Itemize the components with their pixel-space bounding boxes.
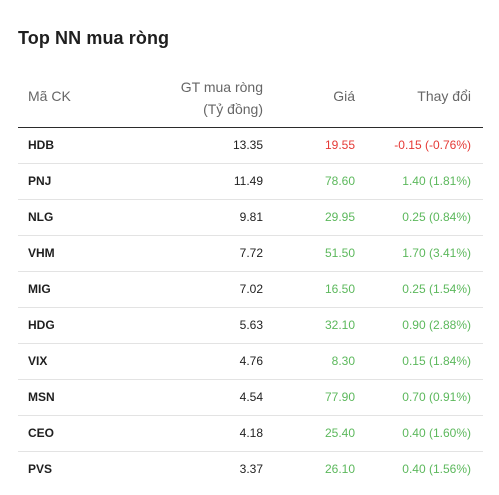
price-change: 0.25 (1.54%) — [402, 282, 471, 296]
stock-code[interactable]: NLG — [28, 210, 54, 224]
column-header-change: Thay đổi — [417, 88, 471, 104]
net-buy-value: 4.76 — [239, 354, 263, 368]
price: 77.90 — [324, 390, 355, 404]
price-change: 0.90 (2.88%) — [402, 318, 471, 332]
net-buy-value: 11.49 — [233, 174, 263, 188]
net-buy-table: Mã CK GT mua ròng (Tỷ đồng) Giá Thay đổi… — [18, 70, 483, 487]
table-row[interactable]: HDG 5.63 32.10 0.90 (2.88%) — [18, 308, 483, 344]
net-buy-value: 7.02 — [239, 282, 263, 296]
table-row[interactable]: VIX 4.76 8.30 0.15 (1.84%) — [18, 344, 483, 380]
table-header: Mã CK GT mua ròng (Tỷ đồng) Giá Thay đổi — [18, 70, 483, 128]
price-change: 0.70 (0.91%) — [402, 390, 471, 404]
table-body: HDB 13.35 19.55 -0.15 (-0.76%) PNJ 11.49… — [18, 128, 483, 487]
stock-code[interactable]: HDB — [28, 138, 54, 152]
table-row[interactable]: HDB 13.35 19.55 -0.15 (-0.76%) — [18, 128, 483, 164]
table-row[interactable]: NLG 9.81 29.95 0.25 (0.84%) — [18, 200, 483, 236]
price-change: 0.25 (0.84%) — [402, 210, 471, 224]
price: 51.50 — [324, 246, 355, 260]
table-row[interactable]: VHM 7.72 51.50 1.70 (3.41%) — [18, 236, 483, 272]
table-row[interactable]: CEO 4.18 25.40 0.40 (1.60%) — [18, 416, 483, 452]
stock-code[interactable]: MIG — [28, 282, 51, 296]
price: 16.50 — [324, 282, 355, 296]
table-row[interactable]: MSN 4.54 77.90 0.70 (0.91%) — [18, 380, 483, 416]
price: 78.60 — [324, 174, 355, 188]
stock-code[interactable]: HDG — [28, 318, 55, 332]
price: 32.10 — [324, 318, 355, 332]
stock-code[interactable]: CEO — [28, 426, 55, 440]
net-buy-value: 3.37 — [239, 462, 263, 476]
price-change: 0.40 (1.60%) — [402, 426, 471, 440]
price: 8.30 — [331, 354, 355, 368]
column-header-net-buy-value-line1: GT mua ròng — [180, 79, 263, 95]
net-buy-value: 7.72 — [239, 246, 263, 260]
price-change: -0.15 (-0.76%) — [394, 138, 471, 152]
column-header-net-buy-value-line2: (Tỷ đồng) — [203, 101, 263, 117]
stock-code[interactable]: MSN — [28, 390, 55, 404]
price: 25.40 — [324, 426, 355, 440]
price-change: 1.70 (3.41%) — [402, 246, 471, 260]
price: 29.95 — [324, 210, 355, 224]
stock-code[interactable]: VIX — [28, 354, 48, 368]
widget-title: Top NN mua ròng — [18, 28, 170, 48]
table-row[interactable]: PNJ 11.49 78.60 1.40 (1.81%) — [18, 164, 483, 200]
table-row[interactable]: MIG 7.02 16.50 0.25 (1.54%) — [18, 272, 483, 308]
net-buy-value: 5.63 — [239, 318, 263, 332]
price-change: 0.40 (1.56%) — [402, 462, 471, 476]
column-header-code: Mã CK — [28, 88, 71, 104]
net-buy-value: 4.54 — [239, 390, 263, 404]
stock-code[interactable]: PVS — [28, 462, 53, 476]
price-change: 1.40 (1.81%) — [402, 174, 471, 188]
price-change: 0.15 (1.84%) — [402, 354, 471, 368]
stock-code[interactable]: PNJ — [28, 174, 52, 188]
price: 26.10 — [324, 462, 355, 476]
price: 19.55 — [324, 138, 355, 152]
net-buy-value: 9.81 — [239, 210, 263, 224]
net-buy-value: 13.35 — [232, 138, 263, 152]
column-header-price: Giá — [333, 88, 355, 104]
column-header-net-buy-value: GT mua ròng (Tỷ đồng) — [181, 76, 263, 120]
net-buy-value: 4.18 — [239, 426, 263, 440]
table-row[interactable]: PVS 3.37 26.10 0.40 (1.56%) — [18, 452, 483, 487]
stock-code[interactable]: VHM — [28, 246, 55, 260]
